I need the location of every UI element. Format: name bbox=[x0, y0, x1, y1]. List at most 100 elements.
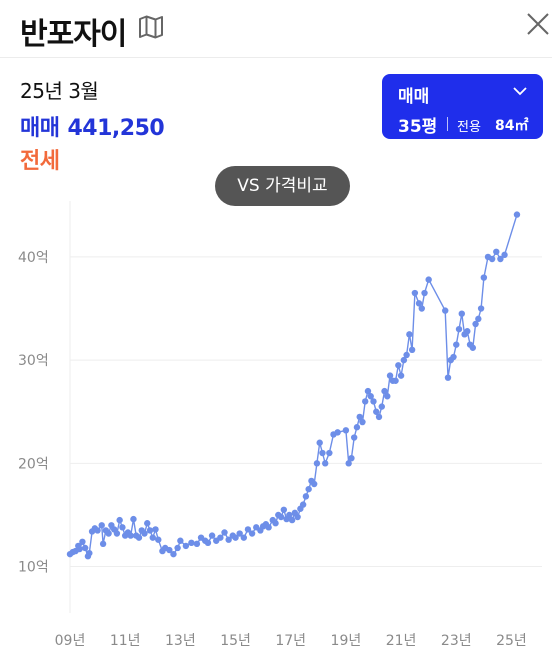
price-point bbox=[94, 527, 101, 534]
divider bbox=[447, 117, 448, 131]
price-point bbox=[99, 540, 107, 548]
price-point bbox=[359, 418, 366, 426]
x-tick-label: 17년 bbox=[275, 633, 306, 649]
price-point bbox=[98, 522, 105, 529]
price-point bbox=[493, 248, 500, 255]
price-point bbox=[364, 387, 372, 395]
price-point bbox=[313, 460, 321, 467]
price-point bbox=[299, 501, 307, 508]
price-point bbox=[76, 545, 83, 553]
price-point bbox=[350, 434, 358, 441]
price-point bbox=[472, 320, 479, 328]
price-point bbox=[248, 530, 256, 537]
page-title: 반포자이 bbox=[20, 17, 127, 52]
price-point bbox=[236, 530, 243, 537]
price-point bbox=[464, 328, 471, 335]
price-point bbox=[316, 439, 323, 446]
price-point bbox=[225, 536, 232, 543]
price-point bbox=[277, 513, 285, 521]
price-point bbox=[265, 524, 272, 531]
price-point bbox=[458, 310, 465, 317]
price-point bbox=[386, 372, 394, 379]
price-point bbox=[232, 534, 239, 541]
price-point bbox=[375, 413, 383, 421]
price-point bbox=[373, 408, 380, 415]
price-point bbox=[367, 393, 374, 400]
price-point bbox=[130, 515, 137, 523]
price-point bbox=[286, 511, 293, 519]
x-tick-label: 25년 bbox=[496, 633, 527, 649]
price-point bbox=[204, 539, 212, 547]
price-point bbox=[319, 449, 326, 457]
price-point bbox=[208, 532, 216, 539]
jeonse-label[interactable]: 전세 bbox=[20, 149, 60, 174]
map-icon[interactable] bbox=[137, 14, 165, 40]
area-value: 84㎡ bbox=[495, 118, 529, 134]
price-point bbox=[105, 530, 112, 537]
price-point bbox=[113, 530, 121, 537]
price-point bbox=[353, 424, 361, 431]
price-point bbox=[272, 520, 279, 527]
x-tick-label: 21년 bbox=[386, 633, 417, 649]
deal-type-label: 매매 bbox=[398, 87, 430, 107]
pyeong-label: 35평 bbox=[398, 117, 438, 137]
price-chart: 10억 20억 30억 40억 09년 11년 13년 15년 17년 19년 21년 23년 25년 bbox=[18, 201, 542, 649]
trade-price-value: 441,250 bbox=[67, 116, 165, 141]
price-point bbox=[384, 393, 391, 400]
price-point bbox=[345, 460, 352, 467]
price-point bbox=[170, 550, 177, 558]
price-point bbox=[294, 513, 301, 521]
price-point bbox=[411, 289, 419, 297]
price-point bbox=[244, 526, 252, 533]
trade-price-row: 매매 441,250 bbox=[20, 110, 165, 142]
price-point bbox=[488, 255, 496, 263]
x-tick-label: 09년 bbox=[55, 633, 86, 649]
x-tick-label: 19년 bbox=[331, 633, 362, 649]
x-tick-label: 11년 bbox=[110, 633, 141, 649]
price-point bbox=[415, 300, 423, 307]
price-point bbox=[408, 346, 416, 354]
price-point bbox=[421, 289, 428, 297]
price-point bbox=[418, 305, 425, 312]
price-point bbox=[217, 534, 224, 541]
price-point bbox=[144, 520, 151, 527]
price-point bbox=[152, 526, 159, 533]
price-point bbox=[403, 351, 410, 359]
price-point bbox=[149, 534, 156, 541]
price-point bbox=[395, 362, 402, 369]
price-point bbox=[79, 538, 86, 545]
x-tick-label: 15년 bbox=[220, 633, 251, 649]
price-point bbox=[221, 529, 228, 536]
price-point bbox=[397, 372, 405, 379]
price-point bbox=[188, 539, 195, 547]
price-point bbox=[497, 255, 504, 263]
price-point bbox=[392, 377, 399, 384]
price-point bbox=[305, 485, 312, 493]
price-point bbox=[453, 341, 460, 348]
price-point bbox=[81, 544, 89, 552]
price-point bbox=[400, 356, 408, 364]
price-point bbox=[182, 542, 190, 550]
price-point bbox=[378, 403, 385, 410]
deal-type-selector[interactable]: 매매 35평 전용 84㎡ bbox=[382, 74, 543, 139]
price-point bbox=[501, 251, 508, 259]
price-point bbox=[356, 413, 363, 421]
price-point bbox=[381, 387, 388, 395]
panel-header: 반포자이 bbox=[0, 0, 552, 58]
price-point bbox=[342, 427, 350, 434]
price-point bbox=[86, 549, 93, 557]
price-point bbox=[155, 536, 162, 543]
price-compare-button[interactable]: VS 가격비교 bbox=[215, 166, 350, 206]
close-icon[interactable] bbox=[524, 10, 552, 38]
trade-type-label: 매매 bbox=[20, 116, 60, 141]
area-label: 전용 bbox=[457, 120, 481, 135]
y-tick-label: 10억 bbox=[18, 560, 49, 576]
price-point bbox=[326, 449, 333, 457]
price-point bbox=[280, 506, 288, 513]
price-point bbox=[348, 454, 355, 462]
price-point bbox=[406, 331, 413, 338]
x-tick-label: 13년 bbox=[165, 633, 196, 649]
price-point bbox=[477, 305, 485, 312]
price-point bbox=[442, 307, 449, 314]
price-point bbox=[322, 460, 329, 467]
